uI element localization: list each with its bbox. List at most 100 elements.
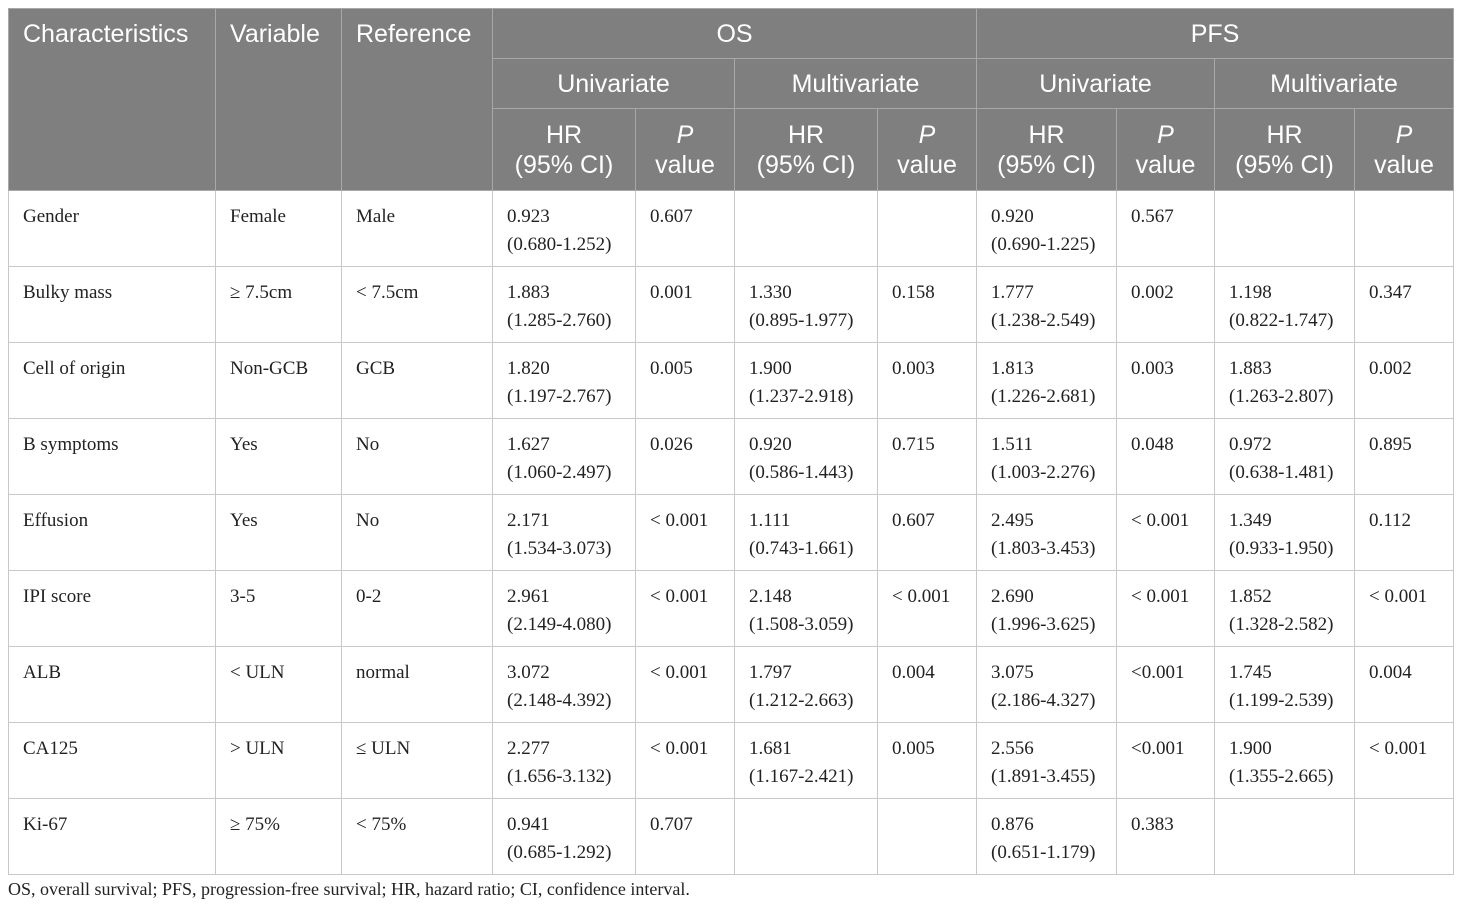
ci-label: (95% CI) [514, 150, 614, 179]
ci-value: (2.148-4.392) [507, 690, 612, 711]
os-multivariate-p-cell: 0.005 [877, 722, 977, 799]
header-os-univariate: Univariate [492, 58, 735, 109]
pfs-univariate-p-cell: <0.001 [1116, 646, 1215, 723]
value-label: value [1135, 150, 1196, 179]
ci-value: (0.895-1.977) [749, 310, 854, 331]
hr-value: 1.813 [991, 358, 1034, 379]
hr-value: 1.198 [1229, 282, 1272, 303]
hr-value: 1.883 [507, 282, 550, 303]
header-os-multivariate-hr: HR (95% CI) [734, 108, 878, 191]
ci-value: (0.690-1.225) [991, 234, 1096, 255]
reference-cell: Male [341, 190, 493, 267]
ci-value: (1.237-2.918) [749, 386, 854, 407]
pfs-multivariate-hr-cell: 1.852 (1.328-2.582) [1214, 570, 1355, 647]
value-label: value [1374, 150, 1434, 179]
variable-cell: < ULN [215, 646, 342, 723]
pfs-univariate-hr-cell: 2.556 (1.891-3.455) [976, 722, 1117, 799]
hr-label: HR [545, 120, 583, 149]
pfs-multivariate-hr-cell: 1.349 (0.933-1.950) [1214, 494, 1355, 571]
pfs-multivariate-p-cell: 0.347 [1354, 266, 1454, 343]
p-label: P [1395, 120, 1413, 149]
pfs-multivariate-p-cell [1354, 798, 1454, 875]
ci-label: (95% CI) [1235, 150, 1334, 179]
reference-cell: No [341, 418, 493, 495]
os-univariate-hr-cell: 0.923 (0.680-1.252) [492, 190, 636, 267]
os-univariate-hr-cell: 1.820 (1.197-2.767) [492, 342, 636, 419]
os-multivariate-p-cell: 0.715 [877, 418, 977, 495]
characteristic-cell: CA125 [8, 722, 216, 799]
os-univariate-p-cell: < 0.001 [635, 494, 735, 571]
ci-value: (1.891-3.455) [991, 766, 1096, 787]
pfs-univariate-hr-cell: 0.920 (0.690-1.225) [976, 190, 1117, 267]
characteristic-cell: Effusion [8, 494, 216, 571]
pfs-univariate-p-cell: <0.001 [1116, 722, 1215, 799]
os-multivariate-hr-cell: 2.148 (1.508-3.059) [734, 570, 878, 647]
hr-label: HR [1266, 120, 1303, 149]
hr-value: 1.627 [507, 434, 550, 455]
pfs-multivariate-p-cell: 0.112 [1354, 494, 1454, 571]
os-multivariate-p-cell: 0.158 [877, 266, 977, 343]
table-row: IPI score 3-5 0-2 2.961 (2.149-4.080) < 0.001… [8, 570, 1454, 647]
pfs-univariate-hr-cell: 1.777 (1.238-2.549) [976, 266, 1117, 343]
characteristic-cell: B symptoms [8, 418, 216, 495]
hr-value: 1.883 [1229, 358, 1272, 379]
hr-value: 0.920 [749, 434, 792, 455]
os-univariate-hr-cell: 1.883 (1.285-2.760) [492, 266, 636, 343]
hr-value: 0.920 [991, 206, 1034, 227]
os-univariate-p-cell: < 0.001 [635, 722, 735, 799]
os-univariate-p-cell: < 0.001 [635, 570, 735, 647]
header-pfs-univariate: Univariate [976, 58, 1215, 109]
characteristic-cell: Ki-67 [8, 798, 216, 875]
hr-value: 1.681 [749, 738, 792, 759]
variable-cell: Female [215, 190, 342, 267]
ci-value: (1.167-2.421) [749, 766, 854, 787]
hr-value: 1.852 [1229, 586, 1272, 607]
os-multivariate-p-cell: 0.607 [877, 494, 977, 571]
hr-value: 0.876 [991, 814, 1034, 835]
ci-value: (1.328-2.582) [1229, 614, 1334, 635]
header-os-univariate-hr: HR (95% CI) [492, 108, 636, 191]
pfs-multivariate-hr-cell: 1.745 (1.199-2.539) [1214, 646, 1355, 723]
header-pfs-multivariate: Multivariate [1214, 58, 1454, 109]
table-header: Characteristics Variable Reference OS PF… [8, 8, 1454, 191]
reference-cell: < 7.5cm [341, 266, 493, 343]
table-row: Gender Female Male 0.923 (0.680-1.252) 0.607 0… [8, 190, 1454, 267]
hr-value: 3.072 [507, 662, 550, 683]
pfs-univariate-p-cell: 0.002 [1116, 266, 1215, 343]
os-multivariate-hr-cell: 1.111 (0.743-1.661) [734, 494, 878, 571]
hr-value: 2.171 [507, 510, 550, 531]
os-univariate-p-cell: 0.026 [635, 418, 735, 495]
ci-value: (1.238-2.549) [991, 310, 1096, 331]
cox-regression-table: Characteristics Variable Reference OS PF… [8, 8, 1454, 875]
ci-value: (1.226-2.681) [991, 386, 1096, 407]
ci-value: (0.743-1.661) [749, 538, 854, 559]
table-row: ALB < ULN normal 3.072 (2.148-4.392) < 0.001 1… [8, 646, 1454, 723]
hr-value: 0.923 [507, 206, 550, 227]
hr-value: 1.820 [507, 358, 550, 379]
ci-label: (95% CI) [997, 150, 1096, 179]
hr-value: 1.111 [749, 510, 791, 531]
table-row: Bulky mass ≥ 7.5cm < 7.5cm 1.883 (1.285-2.76… [8, 266, 1454, 343]
ci-value: (1.060-2.497) [507, 462, 612, 483]
os-univariate-p-cell: < 0.001 [635, 646, 735, 723]
os-univariate-hr-cell: 1.627 (1.060-2.497) [492, 418, 636, 495]
header-os: OS [492, 8, 977, 59]
ci-value: (1.803-3.453) [991, 538, 1096, 559]
ci-value: (0.933-1.950) [1229, 538, 1334, 559]
hr-label: HR [787, 120, 825, 149]
hr-value: 2.148 [749, 586, 792, 607]
hr-value: 2.277 [507, 738, 550, 759]
ci-value: (0.586-1.443) [749, 462, 854, 483]
os-multivariate-hr-cell: 0.920 (0.586-1.443) [734, 418, 878, 495]
ci-value: (0.822-1.747) [1229, 310, 1334, 331]
pfs-univariate-hr-cell: 3.075 (2.186-4.327) [976, 646, 1117, 723]
os-univariate-p-cell: 0.607 [635, 190, 735, 267]
variable-cell: Yes [215, 494, 342, 571]
hr-value: 2.690 [991, 586, 1034, 607]
header-pfs-multivariate-hr: HR (95% CI) [1214, 108, 1355, 191]
ci-value: (1.003-2.276) [991, 462, 1096, 483]
os-multivariate-hr-cell: 1.330 (0.895-1.977) [734, 266, 878, 343]
pfs-multivariate-hr-cell: 0.972 (0.638-1.481) [1214, 418, 1355, 495]
table-row: B symptoms Yes No 1.627 (1.060-2.497) 0.026 0.… [8, 418, 1454, 495]
